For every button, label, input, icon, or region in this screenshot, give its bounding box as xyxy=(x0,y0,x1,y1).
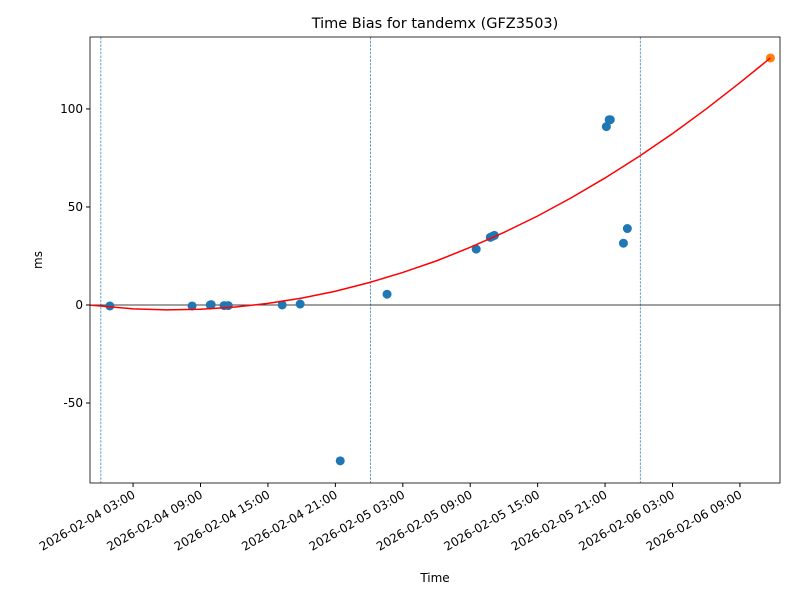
data-point xyxy=(295,299,305,309)
data-point xyxy=(223,301,233,311)
plot-frame xyxy=(89,36,781,484)
data-point xyxy=(277,300,287,310)
y-tick-label: 0 xyxy=(75,298,83,312)
y-axis-label: ms xyxy=(31,251,45,269)
data-point xyxy=(601,122,611,132)
data-point xyxy=(206,300,216,310)
data-point xyxy=(335,456,345,466)
chart-title: Time Bias for tandemx (GFZ3503) xyxy=(311,16,559,32)
y-tick-label: 100 xyxy=(60,102,83,116)
y-tick-label: -50 xyxy=(63,396,83,410)
data-point xyxy=(618,238,628,248)
x-axis-label: Time xyxy=(419,571,449,585)
fit-line xyxy=(90,57,771,311)
data-point xyxy=(471,244,481,254)
data-point xyxy=(187,301,197,311)
data-point xyxy=(105,301,115,311)
data-point xyxy=(382,289,392,299)
data-point xyxy=(622,224,632,234)
data-point xyxy=(605,115,615,125)
y-tick-label: 50 xyxy=(68,200,83,214)
